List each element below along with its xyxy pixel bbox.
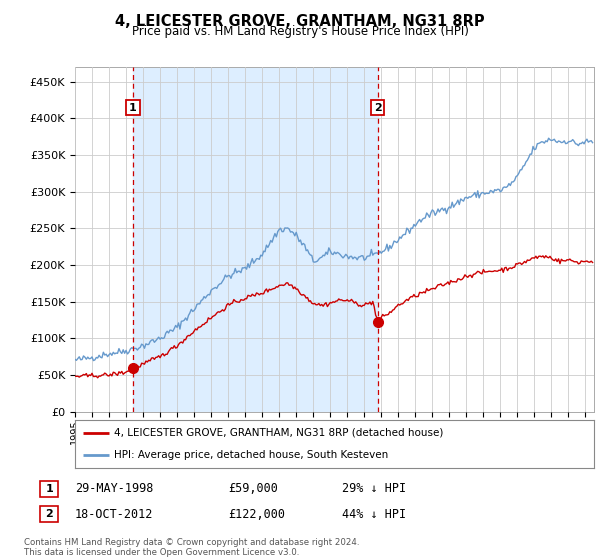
Text: 44% ↓ HPI: 44% ↓ HPI	[342, 507, 406, 521]
Text: 4, LEICESTER GROVE, GRANTHAM, NG31 8RP (detached house): 4, LEICESTER GROVE, GRANTHAM, NG31 8RP (…	[114, 428, 443, 438]
Text: £122,000: £122,000	[228, 507, 285, 521]
Text: 2: 2	[46, 509, 53, 519]
Text: 29-MAY-1998: 29-MAY-1998	[75, 482, 154, 496]
Bar	[133, 67, 378, 412]
Text: 18-OCT-2012: 18-OCT-2012	[75, 507, 154, 521]
Text: £59,000: £59,000	[228, 482, 278, 496]
Text: HPI: Average price, detached house, South Kesteven: HPI: Average price, detached house, Sout…	[114, 450, 388, 460]
Text: 2: 2	[374, 102, 382, 113]
Text: 1: 1	[46, 484, 53, 494]
Text: 29% ↓ HPI: 29% ↓ HPI	[342, 482, 406, 496]
Text: Contains HM Land Registry data © Crown copyright and database right 2024.
This d: Contains HM Land Registry data © Crown c…	[24, 538, 359, 557]
Text: 1: 1	[129, 102, 137, 113]
Text: Price paid vs. HM Land Registry's House Price Index (HPI): Price paid vs. HM Land Registry's House …	[131, 25, 469, 38]
Text: 4, LEICESTER GROVE, GRANTHAM, NG31 8RP: 4, LEICESTER GROVE, GRANTHAM, NG31 8RP	[115, 14, 485, 29]
